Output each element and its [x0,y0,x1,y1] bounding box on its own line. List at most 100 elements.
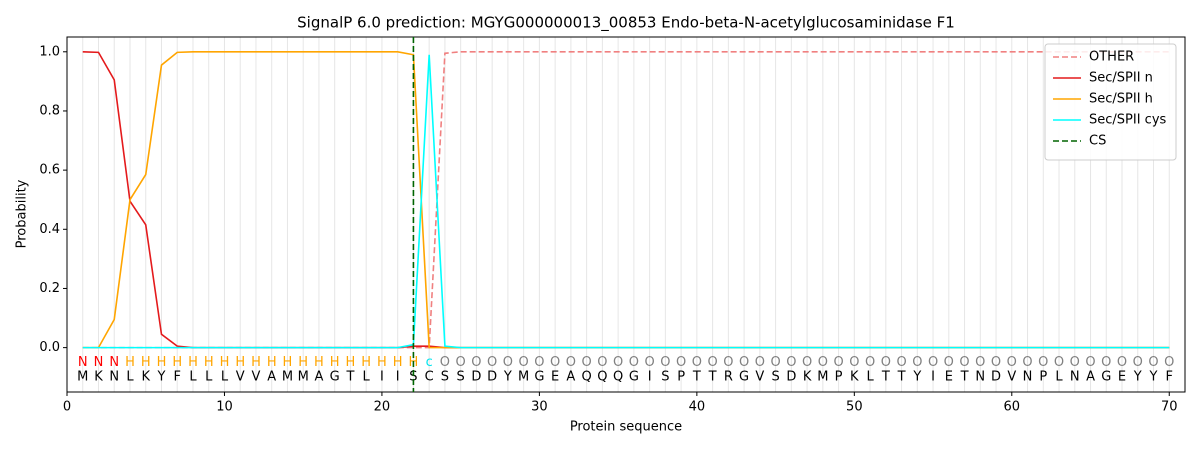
region-label: H [251,355,261,370]
sequence-letter: T [708,370,717,385]
sequence-letter: S [661,370,669,385]
x-tick-label: 30 [531,400,548,415]
series-line [82,54,1170,349]
region-label: O [991,355,1001,370]
region-label: H [267,355,277,370]
y-axis-label: Probability [15,179,30,248]
region-label: H [141,355,151,370]
sequence-letter: L [363,370,371,385]
region-label: O [582,355,592,370]
region-label: N [78,355,88,370]
region-label: H [361,355,371,370]
sequence-letter: T [881,370,890,385]
sequence-letter: R [724,370,733,385]
region-label: O [818,355,828,370]
region-label: O [1101,355,1111,370]
sequence-letter: Y [1149,370,1158,385]
sequence-letter: E [551,370,559,385]
sequence-letter: Q [613,370,623,385]
sequence-letter: M [77,370,88,385]
region-label: N [94,355,104,370]
sequence-letter: L [221,370,229,385]
sequence-letter: V [236,370,245,385]
sequence-letter: M [298,370,309,385]
sequence-letter: D [487,370,497,385]
sequence-letter: A [566,370,575,385]
region-label: O [739,355,749,370]
region-label: c [426,355,433,370]
region-label: N [109,355,119,370]
region-label: O [755,355,765,370]
region-label: O [802,355,812,370]
sequence-letter: T [960,370,969,385]
sequence-letter: N [1070,370,1080,385]
region-label: O [786,355,796,370]
sequence-letter: S [409,370,417,385]
region-label: O [629,355,639,370]
region-label: H [125,355,135,370]
region-label: O [770,355,780,370]
sequence-letter: N [109,370,119,385]
region-label: H [235,355,245,370]
chart-title: SignalP 6.0 prediction: MGYG000000013_00… [297,14,955,33]
sequence-letter: L [1055,370,1063,385]
sequence-letter: N [975,370,985,385]
region-label: O [1117,355,1127,370]
region-label: H [377,355,387,370]
legend-label: OTHER [1089,50,1134,65]
region-label: O [1148,355,1158,370]
region-label: O [944,355,954,370]
region-label: O [645,355,655,370]
sequence-letter: S [441,370,449,385]
legend-label: Sec/SPII h [1089,92,1153,107]
sequence-letter: V [755,370,764,385]
plot-frame [66,36,1186,393]
region-label: O [456,355,466,370]
sequence-letter: D [786,370,796,385]
sequence-letter: T [897,370,906,385]
region-label: O [833,355,843,370]
sequence-letter: A [1086,370,1095,385]
region-label: O [503,355,513,370]
sequence-letter: M [817,370,828,385]
region-label: H [220,355,230,370]
region-label: O [1133,355,1143,370]
region-label: O [928,355,938,370]
legend-label: Sec/SPII n [1089,71,1153,86]
region-label: O [1085,355,1095,370]
region-label: O [723,355,733,370]
region-label: O [519,355,529,370]
sequence-letter: L [189,370,197,385]
sequence-letter: G [629,370,639,385]
sequence-letter: K [803,370,812,385]
sequence-letter: I [648,370,652,385]
legend-label: Sec/SPII cys [1089,113,1167,128]
x-tick-label: 50 [846,400,863,415]
region-label: H [393,355,403,370]
sequence-letter: D [991,370,1001,385]
sequence-letter: M [518,370,529,385]
sequence-letter: E [1118,370,1126,385]
sequence-letter: V [1007,370,1016,385]
region-label: O [1007,355,1017,370]
sequence-letter: G [739,370,749,385]
sequence-letter: L [866,370,874,385]
region-label: O [613,355,623,370]
legend-label: CS [1089,134,1106,149]
x-tick-label: 70 [1161,400,1178,415]
region-label: H [314,355,324,370]
sequence-letter: K [94,370,103,385]
y-tick-label: 1.0 [39,44,60,59]
region-label: O [707,355,717,370]
sequence-letter: A [314,370,323,385]
sequence-letter: G [330,370,340,385]
region-label: O [692,355,702,370]
region-label: H [172,355,182,370]
y-tick-label: 0.6 [39,163,60,178]
region-label: H [330,355,340,370]
region-label: H [157,355,167,370]
y-tick-label: 0.8 [39,103,60,118]
sequence-letter: L [126,370,134,385]
